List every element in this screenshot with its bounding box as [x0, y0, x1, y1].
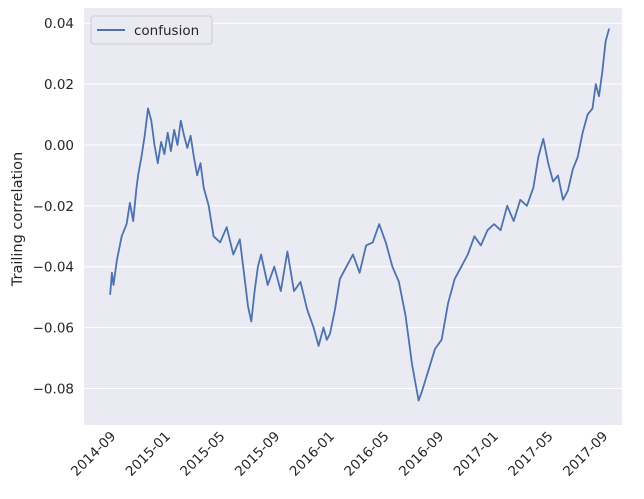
- x-tick-label: 2017-01: [451, 429, 502, 480]
- x-tick-label: 2016-01: [287, 429, 338, 480]
- x-tick-label: 2015-05: [177, 429, 228, 480]
- y-tick-label: −0.04: [33, 260, 74, 276]
- x-tick-label: 2015-09: [232, 429, 283, 480]
- x-tick-label: 2017-09: [560, 429, 611, 480]
- y-axis-label: Trailing correlation: [10, 152, 26, 287]
- x-tick-label: 2017-05: [505, 429, 556, 480]
- legend: confusion: [90, 15, 213, 45]
- x-axis: 2014-09 2015-01 2015-05 2015-09 2016-01 2016-…: [68, 429, 611, 480]
- x-tick-label: 2016-05: [341, 429, 392, 480]
- legend-label-confusion: confusion: [134, 23, 199, 39]
- x-tick-label: 2014-09: [68, 429, 119, 480]
- x-tick-label: 2015-01: [123, 429, 174, 480]
- y-tick-label: −0.02: [33, 199, 74, 215]
- series-layer: [109, 28, 610, 402]
- series-line-confusion: [109, 28, 610, 402]
- y-tick-label: 0.00: [44, 138, 74, 154]
- y-tick-label: 0.04: [44, 16, 74, 32]
- x-tick-label: 2016-09: [396, 429, 447, 480]
- y-axis: −0.08 −0.06 −0.04 −0.02 0.00 0.02 0.04: [33, 16, 74, 397]
- y-tick-label: −0.08: [33, 381, 74, 397]
- y-tick-label: −0.06: [33, 321, 74, 337]
- legend-box: [90, 15, 213, 45]
- plot-area: [84, 8, 622, 425]
- y-tick-label: 0.02: [44, 77, 74, 93]
